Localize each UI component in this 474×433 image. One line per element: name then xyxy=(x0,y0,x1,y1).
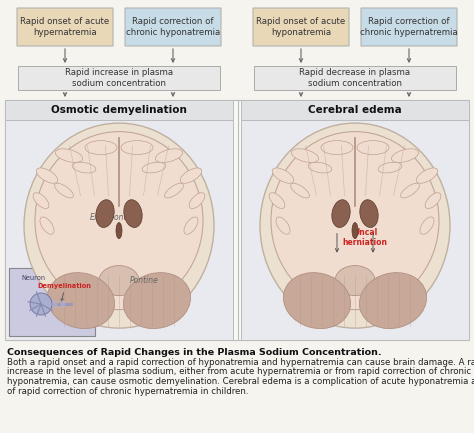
Circle shape xyxy=(30,293,52,315)
Text: Neuron: Neuron xyxy=(21,275,45,281)
Ellipse shape xyxy=(72,162,96,173)
Ellipse shape xyxy=(164,183,183,198)
Ellipse shape xyxy=(96,200,114,227)
Text: Extrapontine: Extrapontine xyxy=(90,213,138,222)
Ellipse shape xyxy=(116,223,122,239)
Ellipse shape xyxy=(142,162,166,173)
Text: Both a rapid onset and a rapid correction of hyponatremia and hypernatremia can : Both a rapid onset and a rapid correctio… xyxy=(7,358,474,367)
Ellipse shape xyxy=(272,168,294,183)
Ellipse shape xyxy=(53,300,57,308)
Ellipse shape xyxy=(47,273,115,329)
Text: increase in the level of plasma sodium, either from acute hypernatremia or from : increase in the level of plasma sodium, … xyxy=(7,368,471,377)
Ellipse shape xyxy=(360,200,378,227)
Text: of rapid correction of chronic hypernatremia in children.: of rapid correction of chronic hypernatr… xyxy=(7,387,248,395)
Ellipse shape xyxy=(378,162,402,173)
Ellipse shape xyxy=(425,193,441,209)
Ellipse shape xyxy=(335,265,375,296)
Ellipse shape xyxy=(260,123,450,328)
Ellipse shape xyxy=(357,141,389,155)
Ellipse shape xyxy=(99,265,139,296)
Ellipse shape xyxy=(184,217,198,234)
Text: Rapid onset of acute
hypernatremia: Rapid onset of acute hypernatremia xyxy=(20,17,109,37)
Ellipse shape xyxy=(24,123,214,328)
Ellipse shape xyxy=(33,193,49,209)
Text: hyponatremia, can cause osmotic demyelination. Cerebral edema is a complication : hyponatremia, can cause osmotic demyelin… xyxy=(7,377,474,386)
Ellipse shape xyxy=(61,300,65,308)
Ellipse shape xyxy=(85,141,117,155)
FancyBboxPatch shape xyxy=(5,100,233,120)
Ellipse shape xyxy=(291,183,310,198)
Ellipse shape xyxy=(180,168,202,183)
Ellipse shape xyxy=(392,149,419,162)
Ellipse shape xyxy=(420,217,434,234)
Text: Cerebral edema: Cerebral edema xyxy=(308,105,402,115)
Text: Rapid correction of
chronic hypernatremia: Rapid correction of chronic hypernatremi… xyxy=(360,17,458,37)
Ellipse shape xyxy=(308,162,332,173)
Text: Demyelination: Demyelination xyxy=(37,283,91,289)
FancyBboxPatch shape xyxy=(125,8,221,46)
Ellipse shape xyxy=(352,223,358,239)
Ellipse shape xyxy=(189,193,205,209)
FancyBboxPatch shape xyxy=(241,100,469,120)
Ellipse shape xyxy=(40,217,54,234)
FancyBboxPatch shape xyxy=(253,8,349,46)
Ellipse shape xyxy=(124,200,142,227)
Text: Consequences of Rapid Changes in the Plasma Sodium Concentration.: Consequences of Rapid Changes in the Pla… xyxy=(7,348,382,357)
FancyBboxPatch shape xyxy=(9,268,95,336)
Ellipse shape xyxy=(271,132,439,310)
Ellipse shape xyxy=(359,273,427,329)
Text: Osmotic demyelination: Osmotic demyelination xyxy=(51,105,187,115)
Text: Rapid correction of
chronic hyponatremia: Rapid correction of chronic hyponatremia xyxy=(126,17,220,37)
Ellipse shape xyxy=(121,141,153,155)
Text: Uncal
herniation: Uncal herniation xyxy=(343,228,388,247)
FancyBboxPatch shape xyxy=(17,8,113,46)
FancyBboxPatch shape xyxy=(18,66,220,90)
Ellipse shape xyxy=(401,183,419,198)
Ellipse shape xyxy=(55,183,73,198)
Ellipse shape xyxy=(332,200,350,227)
Ellipse shape xyxy=(283,273,351,329)
Ellipse shape xyxy=(276,217,290,234)
Ellipse shape xyxy=(321,141,353,155)
FancyBboxPatch shape xyxy=(5,120,233,340)
Text: Rapid increase in plasma
sodium concentration: Rapid increase in plasma sodium concentr… xyxy=(65,68,173,88)
FancyBboxPatch shape xyxy=(241,120,469,340)
Text: Rapid onset of acute
hyponatremia: Rapid onset of acute hyponatremia xyxy=(256,17,346,37)
FancyBboxPatch shape xyxy=(254,66,456,90)
Text: Pontine: Pontine xyxy=(129,276,158,285)
Ellipse shape xyxy=(36,168,58,183)
Ellipse shape xyxy=(292,149,319,162)
FancyBboxPatch shape xyxy=(5,100,469,340)
Ellipse shape xyxy=(155,149,182,162)
FancyBboxPatch shape xyxy=(361,8,457,46)
Ellipse shape xyxy=(35,132,203,310)
Ellipse shape xyxy=(416,168,438,183)
Text: Rapid decrease in plasma
sodium concentration: Rapid decrease in plasma sodium concentr… xyxy=(300,68,410,88)
Ellipse shape xyxy=(55,149,82,162)
Ellipse shape xyxy=(269,193,285,209)
Ellipse shape xyxy=(123,273,191,329)
